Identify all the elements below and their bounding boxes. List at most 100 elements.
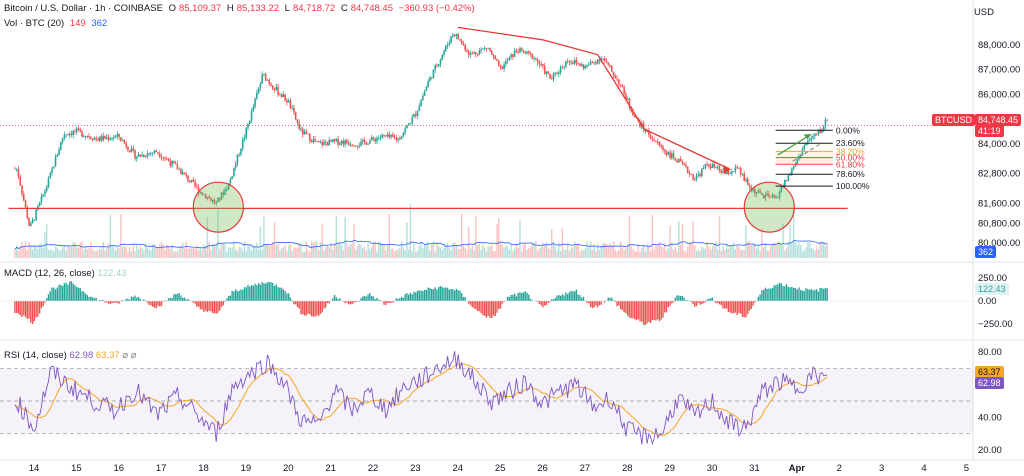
candle-body — [393, 136, 396, 138]
time-tick-label: 23 — [410, 463, 421, 474]
volume-legend[interactable]: Vol · BTC (20) 149 362 — [4, 18, 110, 29]
macd-bar — [386, 301, 389, 304]
volume-bar — [302, 251, 304, 258]
volume-bar — [95, 250, 97, 258]
volume-bar — [628, 215, 631, 258]
candle-body — [146, 153, 149, 157]
macd-bar — [570, 290, 572, 301]
macd-badge: 122.43 — [975, 283, 1009, 295]
volume-bar — [268, 245, 270, 258]
macd-bar — [641, 301, 643, 322]
volume-bar — [547, 247, 549, 258]
macd-histogram — [14, 281, 828, 326]
volume-bar — [725, 244, 728, 258]
macd-bar — [176, 293, 179, 301]
volume-bar — [111, 245, 113, 258]
volume-bar — [257, 249, 260, 258]
macd-bar — [411, 294, 413, 301]
rsi-legend[interactable]: RSI (14, close) 62.98 63.37 ⌀ ⌀ — [4, 350, 136, 361]
fib-zone — [775, 151, 833, 165]
macd-bar — [692, 301, 694, 305]
macd-bar — [528, 294, 530, 301]
volume-bar — [688, 242, 691, 258]
volume-bar — [685, 251, 687, 258]
time-tick-label: 25 — [495, 463, 506, 474]
macd-bar — [496, 301, 498, 313]
macd-legend[interactable]: MACD (12, 26, close) 122.43 — [4, 268, 127, 279]
candle-body — [208, 196, 210, 199]
candle-body — [376, 138, 378, 142]
candle-body — [669, 152, 671, 159]
macd-bar — [88, 296, 90, 301]
volume-bar — [294, 247, 297, 258]
volume-bar — [402, 247, 405, 258]
macd-bar — [23, 301, 25, 316]
candle-body — [263, 73, 265, 75]
candle-body — [192, 179, 195, 182]
macd-bar — [787, 286, 790, 301]
candle-body — [686, 166, 689, 174]
resistance-arrow-head — [723, 165, 732, 174]
macd-bar — [736, 301, 738, 316]
candle-body — [674, 157, 677, 161]
macd-bar — [121, 300, 124, 301]
macd-bar — [210, 301, 212, 312]
volume-bar — [229, 248, 232, 258]
macd-bar — [351, 301, 353, 305]
macd-bar — [40, 301, 43, 309]
volume-bar — [559, 250, 562, 258]
candle-body — [400, 136, 403, 140]
candle-body — [84, 135, 87, 137]
candle-body — [801, 149, 804, 156]
candle-body — [545, 71, 548, 74]
volume-bar — [250, 250, 253, 258]
macd-bar — [76, 286, 78, 301]
volume-bar — [362, 248, 364, 258]
volume-bar — [72, 242, 74, 258]
macd-bar — [372, 296, 375, 301]
macd-bar — [148, 301, 150, 305]
candle-body — [303, 131, 306, 135]
macd-bar — [559, 295, 562, 301]
macd-bar — [58, 284, 60, 301]
volume-bar — [471, 245, 473, 258]
macd-bar — [323, 301, 325, 309]
macd-bar — [65, 282, 67, 301]
candle-body — [100, 136, 103, 141]
volume-bar — [761, 228, 763, 258]
macd-bar — [517, 293, 519, 301]
candle-body — [432, 69, 435, 79]
volume-bar — [381, 243, 383, 258]
macd-bar — [660, 301, 662, 320]
macd-bar — [24, 301, 27, 318]
volume-bar — [376, 251, 378, 258]
volume-bar — [521, 251, 523, 258]
volume-bar — [821, 241, 823, 258]
macd-bar — [524, 291, 526, 301]
candle-body — [257, 87, 260, 93]
volume-bar — [792, 209, 795, 258]
volume-bar — [379, 242, 382, 258]
macd-bar — [275, 284, 277, 301]
candle-body — [776, 197, 779, 199]
volume-bar — [498, 218, 500, 258]
macd-bar — [482, 301, 484, 316]
volume-bar — [174, 251, 177, 258]
time-tick-label: 22 — [368, 463, 379, 474]
candle-body — [347, 142, 350, 145]
volume-bar — [26, 250, 28, 258]
macd-bar — [768, 288, 770, 301]
volume-bar — [330, 243, 332, 258]
candle-body — [49, 172, 52, 179]
macd-bar — [709, 298, 712, 301]
volume-bar — [132, 245, 134, 258]
volume-bar — [812, 248, 814, 258]
volume-bar — [626, 244, 629, 258]
volume-bar — [83, 249, 85, 258]
candle-body — [589, 61, 592, 65]
macd-bar — [245, 287, 247, 301]
macd-bar — [438, 287, 440, 301]
volume-bar — [515, 243, 518, 258]
volume-bar — [773, 242, 775, 258]
